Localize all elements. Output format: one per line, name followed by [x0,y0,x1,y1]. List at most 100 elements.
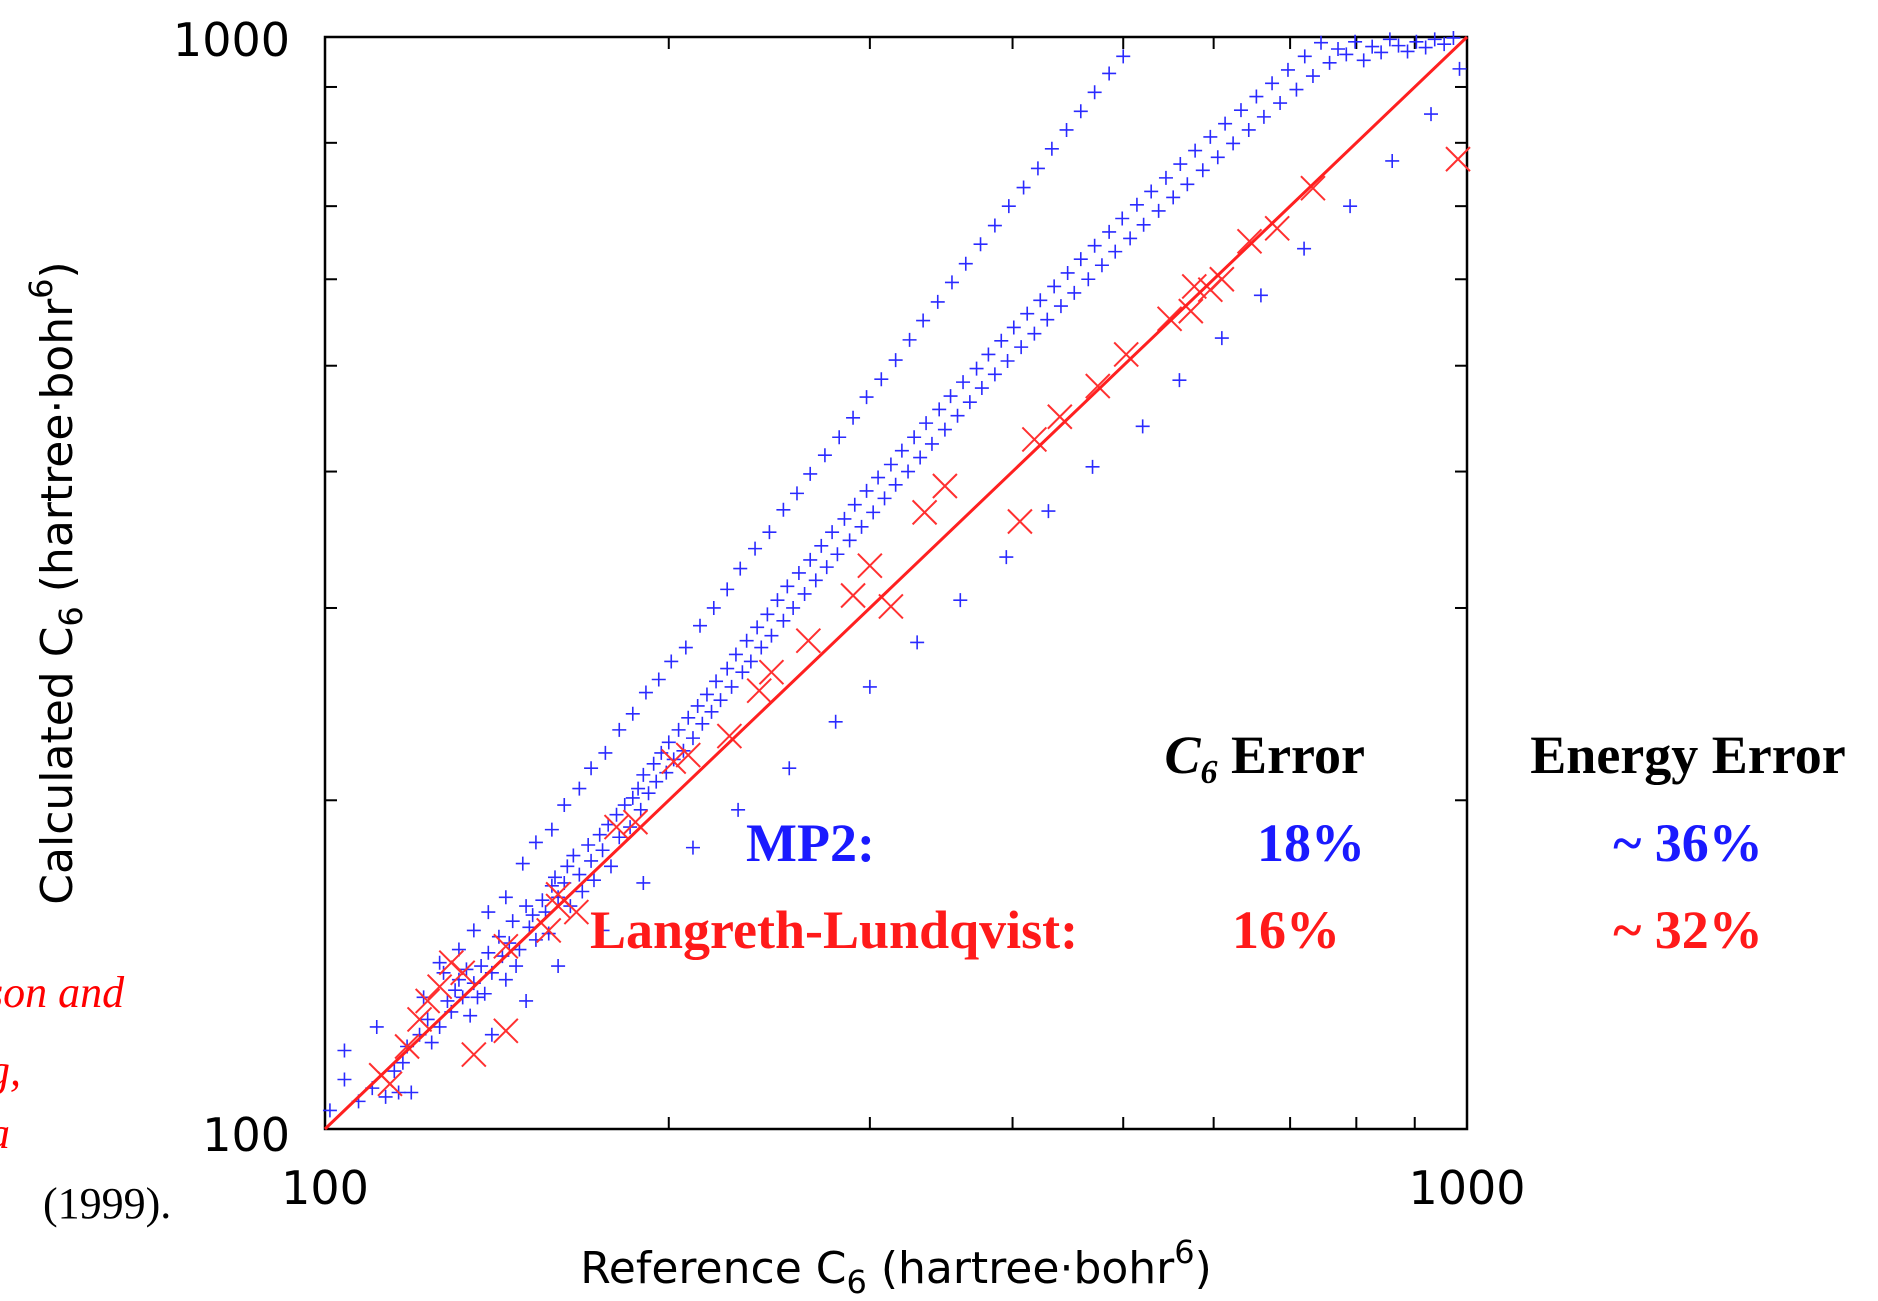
mp2-point [1016,180,1031,195]
mp2-point [776,502,791,517]
mp2-point [625,790,640,805]
mp2-point [566,848,581,863]
mp2-point [901,464,916,479]
mp2-point [1006,320,1021,335]
mp2-point [586,873,601,888]
mp2-point [685,731,700,746]
mp2-point [913,450,928,465]
mp2-point [651,672,666,687]
mp2-point [395,1055,410,1070]
mp2-point [943,389,958,404]
mp2-point [944,275,959,290]
mp2-point [1385,153,1400,168]
mp2-point [1116,49,1131,64]
mp2-point [916,313,931,328]
mp2-point [551,890,566,905]
mp2-point [525,908,540,923]
mp2-point [646,756,661,771]
mp2-point [973,237,988,252]
mp2-point [448,983,463,998]
mp2-point [509,959,524,974]
mp2-point [1053,299,1068,314]
mp2-point [1348,34,1363,49]
mp2-point [678,640,693,655]
mp2-point [1365,39,1380,54]
mp2-point [557,798,572,813]
mp2-point [1144,184,1159,199]
y-tick-label-top: 1000 [173,13,290,67]
mp2-point [987,367,1002,382]
langreth-lundqvist-point [1021,426,1048,453]
ll-c6-error: 16% [1232,900,1340,960]
mp2-point [832,430,847,445]
mp2-point [743,654,758,669]
mp2-point [924,436,939,451]
mp2-point [1427,32,1442,47]
mp2-point [1391,38,1406,53]
mp2-point [1108,244,1123,259]
langreth-lundqvist-point [746,677,772,704]
mp2-point [764,628,779,643]
mp2-point [754,640,769,655]
mp2-point [720,582,735,597]
mp2-point [420,1012,435,1027]
mp2-point [962,395,977,410]
langreth-lundqvist-point [622,809,649,835]
mp2-point [560,859,575,874]
langreth-lundqvist-point [758,659,785,685]
mp2-point [337,1043,352,1058]
mp2-point [1115,211,1130,226]
langreth-lundqvist-point [493,1018,519,1044]
mp2-point [1059,122,1074,137]
mp2-point [617,798,632,813]
mp2-point [404,1085,419,1100]
mp2-point [814,538,829,553]
mp2-point [649,774,664,789]
mp2-point [704,704,719,719]
mp2-point [1033,293,1048,308]
mp2-point [681,710,696,725]
mp2-point [797,586,812,601]
mp2-point [436,965,451,980]
mp2-point [1073,252,1088,267]
mp2-point [1452,61,1467,76]
langreth-lundqvist-point [911,499,938,526]
mp2-point [739,633,754,648]
mp2-point [1135,419,1150,434]
mp2-point [953,593,968,608]
langreth-lundqvist-point [675,742,701,768]
citation-line-2: g, [0,1046,21,1095]
mp2-point [713,693,728,708]
citation-line-1: son and [0,968,125,1017]
mp2-point [432,1019,447,1034]
mp2-point [830,547,845,562]
mp2-point [874,372,889,387]
data-points [322,30,1471,1118]
langreth-lundqvist-point [1047,404,1073,430]
mp2-point [661,735,676,750]
mp2-point [1424,107,1439,122]
mp2-point [633,802,648,817]
mp2-point [535,893,550,908]
mp2-point [581,838,596,853]
mp2-point [481,945,496,960]
mp2-point [603,859,618,874]
mp2-point [595,843,610,858]
mp2-point [598,745,613,760]
mp2-point [498,890,513,905]
mp2-point [1280,62,1295,77]
mp2-point [1203,129,1218,144]
mp2-point [1027,326,1042,341]
mp2-point [1322,55,1337,70]
mp2-point [999,550,1014,565]
mp2-point [584,853,599,868]
mp2-point [919,416,934,431]
mp2-point [699,687,714,702]
mp2-point [541,926,556,941]
langreth-lundqvist-point [716,723,743,749]
langreth-lundqvist-point [1156,306,1183,332]
mp2-point [883,457,898,472]
mp2-point [859,390,874,405]
mp2-point [378,1089,393,1104]
mp2-point [1102,224,1117,239]
